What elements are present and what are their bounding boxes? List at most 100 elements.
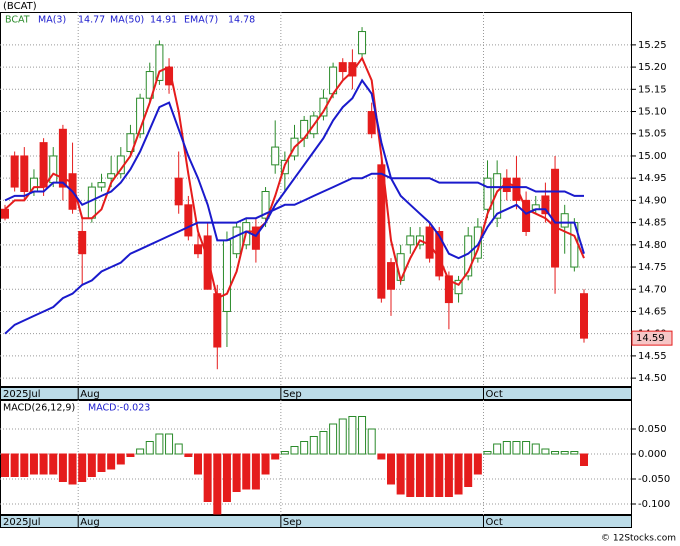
candle-body	[136, 97, 145, 135]
macd-bar	[78, 453, 87, 482]
candle-body	[78, 230, 87, 255]
y-tick-label: -0.100	[638, 499, 670, 510]
ma-line	[4, 78, 585, 260]
candle-body	[222, 239, 231, 312]
macd-bar	[165, 433, 174, 455]
y-tick-label: 14.80	[638, 240, 667, 251]
legend-value: 14.77	[78, 15, 105, 26]
macd-bar	[203, 453, 212, 502]
candle-body	[251, 226, 260, 250]
y-tick-label: 14.85	[638, 218, 667, 229]
date-band	[0, 387, 632, 400]
candle-body	[145, 71, 154, 99]
macd-bar	[87, 453, 96, 477]
macd-bar	[300, 441, 309, 455]
candle-body	[271, 146, 280, 166]
candle-body	[444, 275, 453, 304]
macd-bar	[261, 453, 270, 475]
macd-bar	[435, 453, 444, 497]
y-tick-label: 15.05	[638, 129, 667, 140]
macd-bar	[271, 453, 280, 460]
candle-body	[367, 111, 376, 135]
ma-line	[4, 56, 585, 300]
legend-name: EMA(7)	[184, 15, 218, 26]
y-tick-label: 14.55	[638, 351, 667, 362]
candle-body	[473, 226, 482, 259]
x-tick-label: Aug	[80, 517, 100, 528]
macd-bar	[502, 441, 511, 455]
macd-bar	[97, 453, 106, 472]
macd-bar	[107, 453, 116, 470]
candle-body	[261, 191, 270, 219]
macd-bar	[155, 433, 164, 455]
y-tick-label: 14.50	[638, 373, 667, 384]
macd-bar	[338, 418, 347, 455]
candle-body	[522, 199, 531, 232]
candle-body	[97, 182, 106, 188]
macd-bar	[454, 453, 463, 495]
macd-bar	[319, 431, 328, 455]
chart-title: (BCAT)	[3, 1, 37, 12]
x-tick-label: Oct	[486, 389, 503, 400]
candle-body	[58, 128, 67, 188]
x-tick-label: Aug	[80, 389, 100, 400]
macd-bar	[415, 453, 424, 497]
legend-name: MA(50)	[110, 15, 144, 26]
candle-body	[348, 62, 357, 77]
macd-bar	[396, 453, 405, 495]
macd-bar	[126, 453, 135, 457]
macd-bar	[406, 453, 415, 497]
macd-bar	[377, 453, 386, 460]
legend-value: 14.91	[150, 15, 177, 26]
macd-bar	[174, 443, 183, 455]
x-tick-label: Oct	[486, 517, 503, 528]
y-tick-label: 0.050	[638, 424, 667, 435]
macd-bar	[541, 448, 550, 455]
candle-body	[213, 293, 222, 348]
macd-bar	[387, 453, 395, 485]
y-tick-label: 14.90	[638, 195, 667, 206]
y-tick-label: 15.20	[638, 62, 667, 73]
candle-body	[387, 262, 395, 290]
macd-bar	[49, 453, 58, 475]
candle-body	[493, 173, 502, 219]
candle-body	[184, 204, 193, 237]
macd-bar	[145, 441, 154, 455]
macd-bar	[68, 453, 77, 485]
macd-bar	[39, 453, 48, 475]
macd-bar	[425, 453, 434, 497]
y-tick-label: 15.10	[638, 107, 667, 118]
macd-bar	[329, 423, 338, 455]
macd-bar	[570, 451, 579, 455]
y-tick-label: 15.15	[638, 84, 667, 95]
macd-bar	[512, 441, 521, 455]
legend-name: MA(3)	[38, 15, 66, 26]
macd-bar	[444, 453, 453, 497]
macd-bar	[483, 451, 492, 455]
x-tick-label: Sep	[283, 389, 302, 400]
macd-bar	[20, 453, 29, 477]
candle-body	[10, 155, 19, 188]
footer: © 12Stocks.com	[601, 534, 676, 544]
candle-body	[560, 213, 569, 228]
macd-bar	[367, 428, 376, 455]
macd-bar	[280, 451, 289, 455]
x-tick-label: Sep	[283, 517, 302, 528]
macd-bar	[464, 453, 473, 487]
y-tick-label: 0.000	[638, 449, 667, 460]
last-price-label: 14.59	[636, 333, 665, 344]
candle-body	[377, 164, 386, 299]
macd-title: MACD(26,12,9)	[3, 403, 75, 414]
candle-body	[580, 293, 588, 339]
candle-body	[39, 142, 48, 188]
macd-bar	[473, 453, 482, 475]
y-tick-label: 14.95	[638, 173, 667, 184]
macd-bar	[232, 453, 241, 492]
candle-body	[194, 244, 202, 255]
macd-bar	[10, 453, 19, 477]
macd-bar	[551, 451, 560, 455]
candle-body	[107, 173, 116, 179]
macd-panel	[0, 400, 632, 515]
